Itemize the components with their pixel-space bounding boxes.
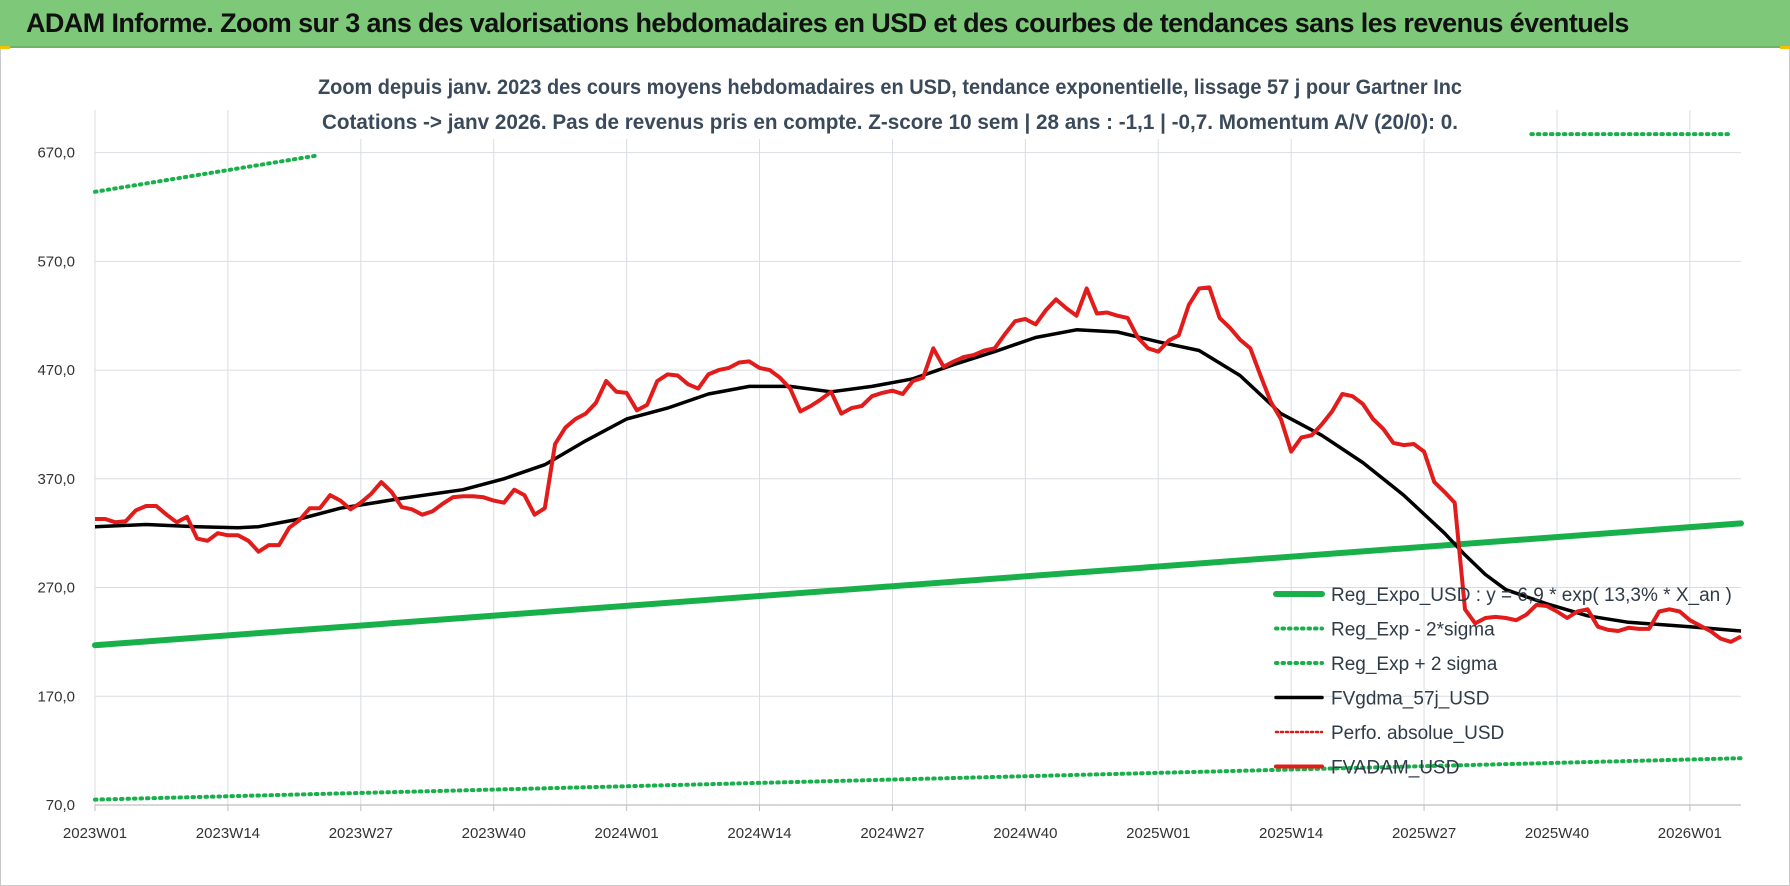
banner-title: ADAM Informe. Zoom sur 3 ans des valoris… <box>26 8 1629 38</box>
y-tick-label: 170,0 <box>37 688 75 705</box>
x-tick-label: 2025W27 <box>1392 825 1456 842</box>
y-tick-label: 570,0 <box>37 253 75 270</box>
legend-item-perfo: Perfo. absolue_USD <box>1274 723 1504 744</box>
x-tick-label: 2023W27 <box>329 825 393 842</box>
legend-item-reg-expo: Reg_Expo_USD : y = 6,9 * exp( 13,3% * X_… <box>1273 585 1732 606</box>
legend-label: Reg_Exp + 2 sigma <box>1331 654 1498 675</box>
x-axis: 2023W01 2023W14 2023W27 2023W40 2024W01 2024W… <box>63 804 1741 842</box>
x-tick-label: 2024W14 <box>727 825 791 842</box>
legend-label: Reg_Exp - 2*sigma <box>1331 620 1495 641</box>
legend-item-plus-2sigma: Reg_Exp + 2 sigma <box>1274 654 1498 675</box>
x-tick-label: 2025W01 <box>1126 825 1190 842</box>
series-reg-expo-line <box>92 520 1744 649</box>
title-background <box>305 69 1475 139</box>
legend-item-fvgdma: FVgdma_57j_USD <box>1274 689 1489 710</box>
legend-label: FVgdma_57j_USD <box>1331 689 1489 710</box>
legend: Reg_Expo_USD : y = 6,9 * exp( 13,3% * X_… <box>1273 585 1732 779</box>
y-tick-label: 70,0 <box>46 797 75 814</box>
x-tick-label: 2025W40 <box>1525 825 1589 842</box>
banner-corner-left <box>0 46 10 49</box>
y-tick-label: 270,0 <box>37 580 75 597</box>
x-tick-label: 2025W14 <box>1259 825 1323 842</box>
legend-item-fvadam: FVADAM_USD <box>1274 758 1459 779</box>
series-plus-2sigma-line <box>93 153 317 194</box>
legend-label: Perfo. absolue_USD <box>1331 723 1504 744</box>
y-tick-label: 470,0 <box>37 362 75 379</box>
series-fvadam-line <box>95 285 1742 644</box>
y-tick-label: 670,0 <box>37 145 75 162</box>
x-tick-label: 2024W27 <box>860 825 924 842</box>
legend-label: FVADAM_USD <box>1331 758 1459 779</box>
x-tick-label: 2023W40 <box>462 825 526 842</box>
y-axis: 70,0 170,0 270,0 370,0 470,0 570,0 670,0 <box>37 145 75 814</box>
report-banner: ADAM Informe. Zoom sur 3 ans des valoris… <box>0 0 1790 48</box>
gridlines <box>94 110 1741 806</box>
banner-corner-right <box>1780 46 1790 49</box>
y-tick-label: 370,0 <box>37 471 75 488</box>
chart-title-group: Zoom depuis janv. 2023 des cours moyens … <box>305 69 1475 139</box>
series-group <box>92 132 1744 802</box>
x-tick-label: 2023W14 <box>196 825 260 842</box>
x-tick-label: 2024W01 <box>595 825 659 842</box>
chart-title-line-1: Zoom depuis janv. 2023 des cours moyens … <box>318 76 1462 99</box>
x-tick-label: 2023W01 <box>63 825 127 842</box>
x-tick-label: 2024W40 <box>993 825 1057 842</box>
series-minus-2sigma-line <box>93 756 1743 802</box>
x-tick-label: 2026W01 <box>1658 825 1722 842</box>
series-fvgdma-line <box>94 328 1742 633</box>
legend-item-minus-2sigma: Reg_Exp - 2*sigma <box>1274 620 1495 641</box>
legend-label: Reg_Expo_USD : y = 6,9 * exp( 13,3% * X_… <box>1331 585 1732 606</box>
chart-title-line-2: Cotations -> janv 2026. Pas de revenus p… <box>322 111 1458 134</box>
